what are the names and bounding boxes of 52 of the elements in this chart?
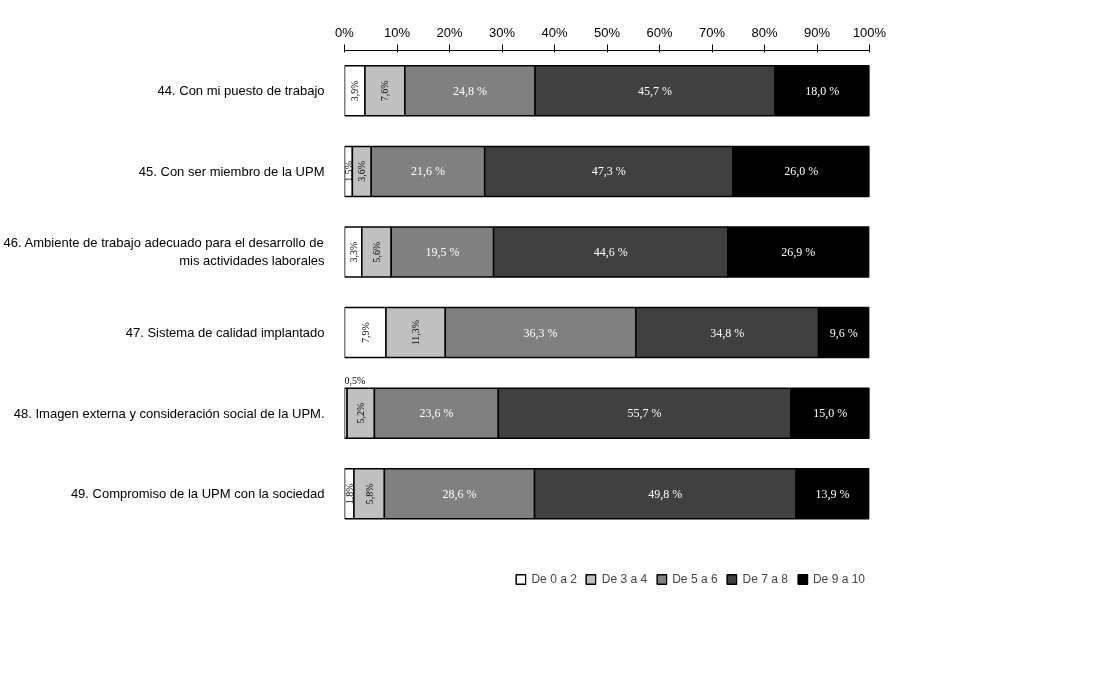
data-label: 1,8% [343,483,355,505]
data-label: 13,9 % [815,486,850,501]
x-tick-label: 90% [803,24,831,40]
data-label: 5,8% [363,483,375,505]
y-tick-label: 49. Compromiso de la UPM con la sociedad [70,486,325,502]
x-tick-label: 10% [383,24,411,40]
data-label: 7,9% [359,322,371,343]
data-label: 3,3% [347,241,359,263]
legend-label: De 7 a 8 [742,572,788,586]
data-label: 21,6 % [410,164,445,179]
data-label: 5,6% [371,241,383,263]
data-label: 24,8 % [452,83,487,98]
x-tick-label: 80% [751,24,778,40]
y-tick-label: 46. Ambiente de trabajo adecuado para el desarrollo de mis actividades laborales [3,235,325,269]
data-label: 3,9% [349,80,361,102]
data-label: 34,8 % [710,325,745,340]
x-tick-label: 50% [593,24,621,40]
y-tick-label: 48. Imagen externa y consideración social de la UPM. [13,405,325,421]
y-tick-label: 45. Con ser miembro de la UPM [138,163,325,179]
data-label: 49,8 % [648,486,683,501]
data-label: 23,6 % [419,406,454,421]
x-tick-label: 70% [698,24,726,40]
x-tick-label: 100% [852,24,887,40]
data-label: 11,3% [410,319,422,346]
data-label: 0,5% [344,375,366,387]
data-label: 9,6 % [829,325,858,340]
data-label: 5,2% [355,402,367,424]
data-label: 3,6% [356,160,368,182]
data-label: 44,6 % [593,244,628,259]
legend-label: De 9 a 10 [812,572,865,586]
data-label: 1,5% [342,160,354,182]
x-tick-label: 0% [335,24,355,40]
data-label: 55,7 % [627,406,662,421]
legend-label: De 3 a 4 [601,572,648,586]
legend-label: De 5 a 6 [672,572,718,586]
x-tick-label: 60% [646,24,673,40]
data-label: 45,7 % [638,83,673,98]
data-label: 47,3 % [591,164,626,179]
x-tick-label: 30% [488,24,516,40]
data-label: 19,5 % [425,244,460,259]
data-label: 26,0 % [784,164,819,179]
data-label: 7,6% [379,80,391,102]
y-tick-label: 44. Con mi puesto de trabajo [157,83,325,99]
x-tick-label: 20% [436,24,463,40]
data-label: 28,6 % [442,486,477,501]
legend-label: De 0 a 2 [531,572,577,586]
data-label: 15,0 % [813,406,848,421]
y-tick-label: 47. Sistema de calidad implantado [125,325,325,341]
x-tick-label: 40% [541,24,568,40]
data-label: 18,0 % [805,83,840,98]
data-label: 36,3 % [523,325,558,340]
data-label: 26,9 % [781,244,816,259]
